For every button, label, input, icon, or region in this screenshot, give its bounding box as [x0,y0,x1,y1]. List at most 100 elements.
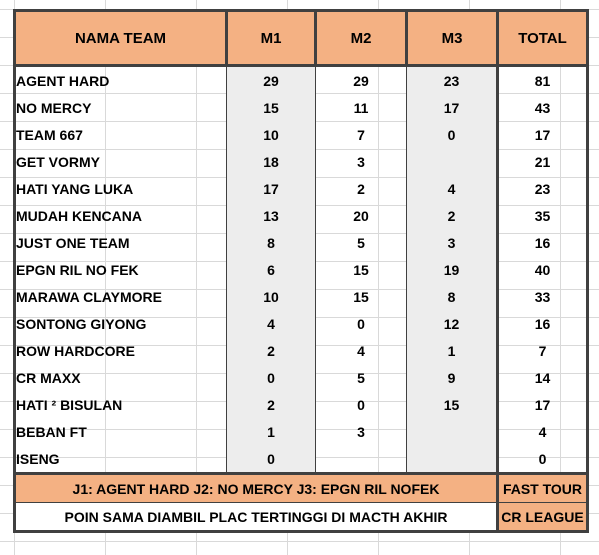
footer-row-note: POIN SAMA DIAMBIL PLAC TERTINGGI DI MACT… [13,502,589,533]
team-name-cell[interactable]: SONTONG GIYONG [13,310,227,337]
m3-cell[interactable]: 3 [406,229,498,256]
team-name-cell[interactable]: MUDAH KENCANA [13,202,227,229]
m1-cell[interactable]: 29 [226,65,316,94]
m2-cell[interactable]: 3 [315,418,407,445]
m1-cell[interactable]: 10 [226,121,316,148]
header-row: NAMA TEAM M1 M2 M3 TOTAL [13,9,589,67]
total-cell[interactable]: 43 [496,94,589,121]
m2-cell[interactable]: 5 [315,229,407,256]
table-row: NO MERCY 15 11 17 43 [13,94,589,121]
team-name-cell[interactable]: EPGN RIL NO FEK [13,256,227,283]
team-name-cell[interactable]: GET VORMY [13,148,227,175]
winners-cell[interactable]: J1: AGENT HARD J2: NO MERCY J3: EPGN RIL… [13,472,499,503]
header-m1[interactable]: M1 [225,9,317,67]
total-cell[interactable]: 16 [496,310,589,337]
m3-cell[interactable]: 1 [406,337,498,364]
header-m3[interactable]: M3 [405,9,499,67]
m1-cell[interactable]: 15 [226,94,316,121]
table-row: TEAM 667 10 7 0 17 [13,121,589,148]
m3-cell[interactable]: 9 [406,364,498,391]
m2-cell[interactable]: 15 [315,283,407,310]
m1-cell[interactable]: 10 [226,283,316,310]
m2-cell[interactable]: 11 [315,94,407,121]
team-name-cell[interactable]: NO MERCY [13,94,227,121]
team-name-cell[interactable]: JUST ONE TEAM [13,229,227,256]
total-cell[interactable]: 4 [496,418,589,445]
m3-cell[interactable]: 19 [406,256,498,283]
m1-cell[interactable]: 13 [226,202,316,229]
m2-cell[interactable]: 3 [315,148,407,175]
m2-cell[interactable]: 5 [315,364,407,391]
table-row: GET VORMY 18 3 21 [13,148,589,175]
team-name-cell[interactable]: HATI ² BISULAN [13,391,227,418]
total-cell[interactable]: 17 [496,391,589,418]
total-cell[interactable]: 14 [496,364,589,391]
note-cell[interactable]: POIN SAMA DIAMBIL PLAC TERTINGGI DI MACT… [13,502,499,533]
m3-cell[interactable]: 12 [406,310,498,337]
m1-cell[interactable]: 1 [226,418,316,445]
table-row: HATI ² BISULAN 2 0 15 17 [13,391,589,418]
table-row: CR MAXX 0 5 9 14 [13,364,589,391]
m3-cell[interactable] [406,418,498,445]
total-cell[interactable]: 40 [496,256,589,283]
total-cell[interactable]: 35 [496,202,589,229]
table-row: ROW HARDCORE 2 4 1 7 [13,337,589,364]
total-cell[interactable]: 16 [496,229,589,256]
standings-table: NAMA TEAM M1 M2 M3 TOTAL AGENT HARD 29 29 2… [13,9,589,533]
table-row: SONTONG GIYONG 4 0 12 16 [13,310,589,337]
team-name-cell[interactable]: ISENG [13,445,227,475]
total-cell[interactable]: 7 [496,337,589,364]
team-name-cell[interactable]: AGENT HARD [13,65,227,94]
table-row: MARAWA CLAYMORE 10 15 8 33 [13,283,589,310]
m3-cell[interactable] [406,445,498,475]
team-name-cell[interactable]: CR MAXX [13,364,227,391]
m1-cell[interactable]: 2 [226,391,316,418]
m1-cell[interactable]: 0 [226,364,316,391]
table-row: BEBAN FT 1 3 4 [13,418,589,445]
m2-cell[interactable]: 20 [315,202,407,229]
team-name-cell[interactable]: HATI YANG LUKA [13,175,227,202]
m3-cell[interactable]: 2 [406,202,498,229]
total-cell[interactable]: 0 [496,445,589,475]
m2-cell[interactable]: 2 [315,175,407,202]
m1-cell[interactable]: 17 [226,175,316,202]
m2-cell[interactable]: 29 [315,65,407,94]
m3-cell[interactable]: 23 [406,65,498,94]
team-name-cell[interactable]: ROW HARDCORE [13,337,227,364]
m3-cell[interactable]: 4 [406,175,498,202]
total-cell[interactable]: 23 [496,175,589,202]
m3-cell[interactable]: 8 [406,283,498,310]
header-m2[interactable]: M2 [314,9,408,67]
total-cell[interactable]: 81 [496,65,589,94]
table-row: AGENT HARD 29 29 23 81 [13,65,589,94]
team-rows: AGENT HARD 29 29 23 81 NO MERCY 15 11 17 43 TEAM 6… [13,65,589,475]
m1-cell[interactable]: 18 [226,148,316,175]
total-cell[interactable]: 33 [496,283,589,310]
cr-league-cell[interactable]: CR LEAGUE [496,502,589,533]
m1-cell[interactable]: 6 [226,256,316,283]
m2-cell[interactable] [315,445,407,475]
m3-cell[interactable]: 0 [406,121,498,148]
team-name-cell[interactable]: TEAM 667 [13,121,227,148]
m3-cell[interactable] [406,148,498,175]
footer-row-winners: J1: AGENT HARD J2: NO MERCY J3: EPGN RIL… [13,472,589,503]
m2-cell[interactable]: 4 [315,337,407,364]
m1-cell[interactable]: 2 [226,337,316,364]
m3-cell[interactable]: 15 [406,391,498,418]
header-nama-team[interactable]: NAMA TEAM [13,9,228,67]
m1-cell[interactable]: 4 [226,310,316,337]
m1-cell[interactable]: 0 [226,445,316,475]
fast-tour-cell[interactable]: FAST TOUR [496,472,589,503]
table-row: HATI YANG LUKA 17 2 4 23 [13,175,589,202]
total-cell[interactable]: 17 [496,121,589,148]
total-cell[interactable]: 21 [496,148,589,175]
team-name-cell[interactable]: BEBAN FT [13,418,227,445]
m3-cell[interactable]: 17 [406,94,498,121]
m2-cell[interactable]: 0 [315,310,407,337]
m2-cell[interactable]: 0 [315,391,407,418]
team-name-cell[interactable]: MARAWA CLAYMORE [13,283,227,310]
m2-cell[interactable]: 7 [315,121,407,148]
m2-cell[interactable]: 15 [315,256,407,283]
m1-cell[interactable]: 8 [226,229,316,256]
header-total[interactable]: TOTAL [496,9,589,67]
